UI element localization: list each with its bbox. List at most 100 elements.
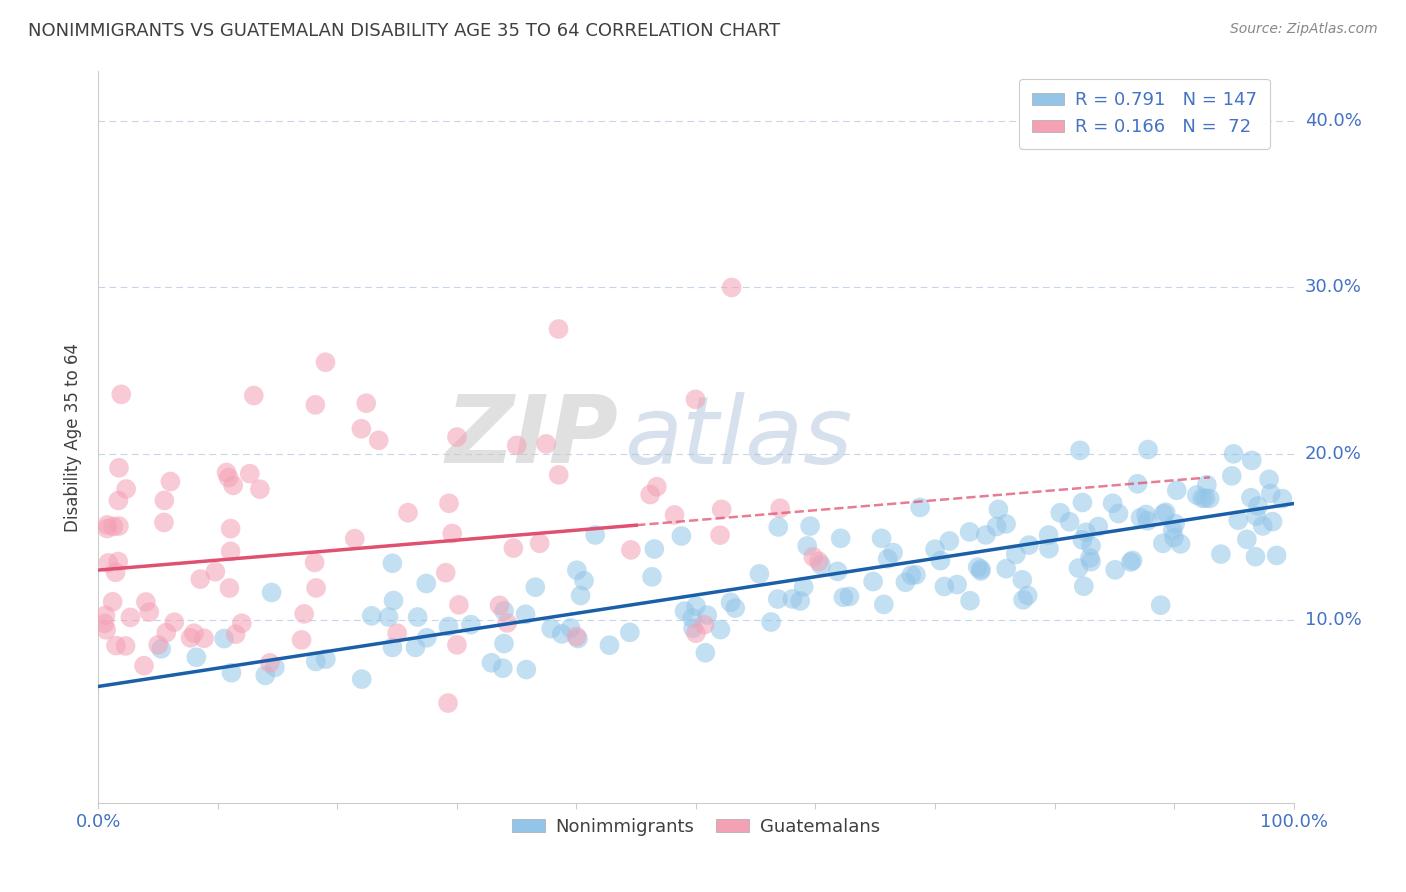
Point bbox=[1038, 541, 1060, 556]
Point bbox=[908, 500, 931, 515]
Point bbox=[135, 595, 157, 609]
Point bbox=[153, 516, 176, 530]
Point bbox=[446, 430, 468, 444]
Point bbox=[107, 555, 129, 569]
Point bbox=[759, 615, 782, 629]
Point bbox=[1049, 506, 1071, 520]
Legend: Nonimmigrants, Guatemalans: Nonimmigrants, Guatemalans bbox=[503, 809, 889, 845]
Point bbox=[1198, 491, 1220, 506]
Point bbox=[1163, 531, 1185, 545]
Point bbox=[104, 566, 127, 580]
Point bbox=[492, 661, 515, 675]
Point bbox=[1126, 476, 1149, 491]
Point bbox=[643, 541, 665, 556]
Point bbox=[1104, 563, 1126, 577]
Point bbox=[96, 517, 118, 532]
Point bbox=[180, 631, 202, 645]
Point bbox=[481, 656, 503, 670]
Point bbox=[260, 585, 283, 599]
Point bbox=[673, 604, 696, 618]
Text: 10.0%: 10.0% bbox=[1305, 611, 1361, 629]
Point bbox=[212, 632, 235, 646]
Point bbox=[239, 467, 262, 481]
Point bbox=[377, 610, 399, 624]
Point bbox=[547, 467, 569, 482]
Point bbox=[1122, 553, 1144, 567]
Point bbox=[101, 595, 124, 609]
Point bbox=[1017, 589, 1039, 603]
Point bbox=[350, 672, 373, 686]
Point bbox=[1004, 547, 1026, 561]
Point bbox=[1153, 507, 1175, 521]
Point bbox=[970, 564, 993, 578]
Point bbox=[225, 627, 247, 641]
Point bbox=[529, 536, 551, 550]
Point bbox=[354, 396, 377, 410]
Point bbox=[1195, 477, 1218, 491]
Point bbox=[620, 542, 643, 557]
Point bbox=[1012, 592, 1035, 607]
Point bbox=[1080, 555, 1102, 569]
Point bbox=[830, 531, 852, 545]
Point bbox=[567, 632, 589, 646]
Point bbox=[876, 551, 898, 566]
Point bbox=[583, 528, 606, 542]
Point bbox=[1129, 510, 1152, 524]
Point bbox=[437, 696, 460, 710]
Point bbox=[107, 493, 129, 508]
Point bbox=[1170, 537, 1192, 551]
Point bbox=[671, 529, 693, 543]
Point bbox=[827, 565, 849, 579]
Point bbox=[938, 533, 960, 548]
Point bbox=[560, 621, 582, 635]
Point bbox=[193, 632, 215, 646]
Point bbox=[304, 398, 326, 412]
Point bbox=[1222, 447, 1244, 461]
Point bbox=[460, 617, 482, 632]
Point bbox=[1135, 508, 1157, 522]
Point bbox=[572, 574, 595, 588]
Point bbox=[832, 591, 855, 605]
Point bbox=[188, 572, 211, 586]
Point bbox=[404, 640, 426, 655]
Point bbox=[406, 610, 429, 624]
Point bbox=[94, 623, 117, 637]
Point bbox=[1152, 536, 1174, 550]
Point bbox=[974, 528, 997, 542]
Point bbox=[350, 422, 373, 436]
Point bbox=[1074, 525, 1097, 540]
Point bbox=[1194, 491, 1216, 505]
Point bbox=[1260, 486, 1282, 500]
Point bbox=[970, 562, 993, 576]
Point bbox=[96, 521, 118, 535]
Point bbox=[204, 565, 226, 579]
Point bbox=[807, 554, 830, 568]
Point bbox=[447, 598, 470, 612]
Point bbox=[693, 617, 716, 632]
Point bbox=[720, 595, 742, 609]
Point bbox=[108, 460, 131, 475]
Point bbox=[305, 655, 328, 669]
Point bbox=[1164, 516, 1187, 531]
Point bbox=[793, 580, 815, 594]
Point bbox=[1101, 496, 1123, 510]
Point bbox=[946, 577, 969, 591]
Point bbox=[565, 630, 588, 644]
Point bbox=[446, 638, 468, 652]
Point bbox=[766, 592, 789, 607]
Point bbox=[619, 625, 641, 640]
Point bbox=[924, 542, 946, 557]
Point bbox=[183, 626, 205, 640]
Point bbox=[437, 496, 460, 510]
Point bbox=[1220, 468, 1243, 483]
Point bbox=[304, 556, 326, 570]
Text: 20.0%: 20.0% bbox=[1305, 445, 1361, 463]
Point bbox=[115, 482, 138, 496]
Point bbox=[292, 607, 315, 621]
Point bbox=[219, 522, 242, 536]
Point bbox=[381, 640, 404, 655]
Point bbox=[801, 549, 824, 564]
Point bbox=[1018, 538, 1040, 552]
Point bbox=[150, 641, 173, 656]
Point bbox=[598, 638, 620, 652]
